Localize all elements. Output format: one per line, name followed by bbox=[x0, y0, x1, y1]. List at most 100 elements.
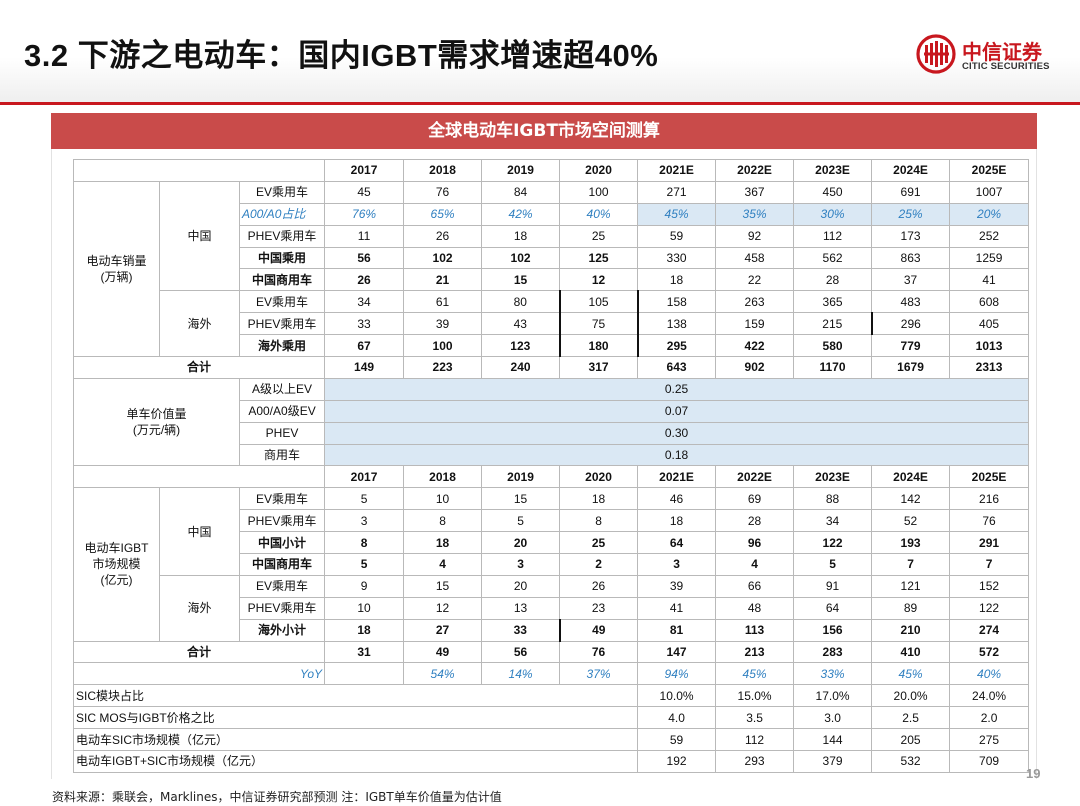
value-cell: 45% bbox=[637, 202, 717, 226]
value-cell: 562 bbox=[793, 246, 873, 270]
year-header-row: 2017 2018 2019 2020 2021E 2022E 2023E 2024E 2025… bbox=[72, 465, 1030, 489]
row-label: 电动车SIC市场规模（亿元） bbox=[72, 728, 639, 752]
row-label: A00/A0占比 bbox=[238, 202, 326, 226]
value-cell: 3 bbox=[637, 553, 717, 576]
value-cell: 1007 bbox=[949, 180, 1030, 204]
value-cell: 24.0% bbox=[949, 684, 1030, 708]
value-cell: 193 bbox=[871, 531, 951, 555]
value-cell: 142 bbox=[871, 487, 951, 511]
sic-row: 电动车IGBT+SIC市场规模（亿元） 192 293 379 532 709 bbox=[72, 750, 1030, 773]
unit-value-row: 商用车 0.18 bbox=[74, 443, 1030, 467]
value-cell: 422 bbox=[715, 334, 795, 358]
value-cell: 365 bbox=[793, 290, 873, 314]
value-cell: 121 bbox=[871, 574, 951, 598]
value-cell: 1259 bbox=[949, 246, 1030, 270]
value-cell: 31 bbox=[324, 640, 405, 664]
value-cell: 123 bbox=[481, 334, 561, 358]
value-cell: 43 bbox=[481, 312, 561, 336]
igbt-market-table: 2017 2018 2019 2020 2021E 2022E 2023E 2024E 2025… bbox=[72, 159, 1030, 773]
row-label: PHEV乘用车 bbox=[238, 312, 326, 336]
value-cell: 112 bbox=[715, 728, 795, 752]
value-cell: 779 bbox=[871, 334, 951, 358]
value-cell: 367 bbox=[715, 180, 795, 204]
value-cell: 17.0% bbox=[793, 684, 873, 708]
value-cell: 10.0% bbox=[637, 684, 717, 708]
value-cell: 105 bbox=[558, 290, 639, 314]
value-cell: 180 bbox=[558, 334, 639, 358]
value-cell: 45 bbox=[324, 180, 405, 204]
year-header: 2019 bbox=[481, 465, 561, 489]
value-cell: 5 bbox=[793, 553, 873, 576]
value-cell: 45% bbox=[871, 662, 951, 686]
unit-value-cell: 0.07 bbox=[324, 399, 1030, 423]
row-label: SIC MOS与IGBT价格之比 bbox=[72, 706, 639, 730]
value-cell: 45% bbox=[715, 662, 795, 686]
value-cell: 59 bbox=[637, 728, 717, 752]
row-label: EV乘用车 bbox=[238, 290, 326, 314]
value-cell: 295 bbox=[636, 334, 717, 358]
value-cell: 94% bbox=[637, 662, 717, 686]
table-row: 合计 31 49 56 76 147 213 283 410 572 bbox=[72, 640, 1030, 664]
year-header: 2022E bbox=[715, 159, 795, 182]
value-cell: 4.0 bbox=[637, 706, 717, 730]
value-cell: 15 bbox=[481, 268, 561, 292]
year-header-row: 2017 2018 2019 2020 2021E 2022E 2023E 2024E 2025… bbox=[72, 159, 1030, 182]
value-cell: 39 bbox=[403, 312, 483, 336]
value-cell: 156 bbox=[793, 618, 873, 642]
source-footnote: 资料来源：乘联会，Marklines，中信证券研究部预测 注：IGBT单车价值量… bbox=[52, 790, 502, 804]
value-cell: 100 bbox=[559, 180, 639, 204]
year-header: 2017 bbox=[324, 465, 405, 489]
group-label-sales: 电动车销量 (万辆) bbox=[73, 180, 160, 358]
row-label: PHEV乘用车 bbox=[238, 509, 326, 533]
value-cell: 572 bbox=[949, 640, 1030, 664]
value-cell: 1679 bbox=[871, 356, 951, 379]
value-cell: 34 bbox=[793, 509, 873, 533]
value-cell: 18 bbox=[481, 224, 561, 248]
value-cell: 102 bbox=[403, 246, 483, 270]
year-header: 2020 bbox=[559, 465, 639, 489]
year-header: 2023E bbox=[793, 159, 873, 182]
value-cell: 39 bbox=[637, 574, 717, 598]
value-cell: 88 bbox=[793, 487, 873, 511]
value-cell: 205 bbox=[871, 728, 951, 752]
value-cell: 33 bbox=[481, 618, 561, 642]
year-header: 2019 bbox=[481, 159, 561, 182]
value-cell: 18 bbox=[324, 618, 405, 642]
table-row: 中国小计 8 18 20 25 64 96 122 193 291 bbox=[74, 531, 1030, 555]
value-cell: 2 bbox=[559, 553, 639, 576]
value-cell: 23 bbox=[559, 596, 639, 620]
value-cell: 608 bbox=[949, 290, 1030, 314]
value-cell: 35% bbox=[715, 202, 795, 226]
value-cell: 5 bbox=[481, 509, 561, 533]
table-row: 电动车IGBT 市场规模 (亿元) 中国 EV乘用车 5 10 15 18 46 69 88 142 21… bbox=[73, 487, 1030, 642]
value-cell: 15 bbox=[481, 487, 561, 511]
value-cell: 330 bbox=[637, 246, 717, 270]
value-cell: 18 bbox=[637, 509, 717, 533]
value-cell: 41 bbox=[949, 268, 1030, 292]
year-header: 2025E bbox=[949, 465, 1030, 489]
year-header: 2018 bbox=[403, 159, 483, 182]
table-banner: 全球电动车IGBT市场空间测算 bbox=[51, 113, 1037, 149]
table-row: 海外乘用 67 100 123 180 295 422 580 779 1013 bbox=[74, 334, 1030, 358]
value-cell: 3.0 bbox=[793, 706, 873, 730]
unit-value-row: 单车价值量 (万元/辆) A级以上EV 0.25 bbox=[73, 377, 1030, 467]
value-cell: 532 bbox=[871, 750, 951, 773]
value-cell: 66 bbox=[715, 574, 795, 598]
row-label: EV乘用车 bbox=[238, 574, 326, 598]
value-cell: 69 bbox=[715, 487, 795, 511]
value-cell: 96 bbox=[715, 531, 795, 555]
value-cell: 643 bbox=[637, 356, 717, 379]
value-cell: 173 bbox=[871, 224, 951, 248]
year-header: 2017 bbox=[324, 159, 405, 182]
value-cell: 34 bbox=[324, 290, 405, 314]
unit-value-cell: 0.30 bbox=[324, 421, 1030, 445]
total-label: 合计 bbox=[72, 356, 326, 379]
value-cell: 89 bbox=[871, 596, 951, 620]
value-cell: 580 bbox=[793, 334, 873, 358]
value-cell: 405 bbox=[949, 312, 1030, 336]
value-cell: 11 bbox=[324, 224, 405, 248]
value-cell: 76 bbox=[403, 180, 483, 204]
table-row: 海外 EV乘用车 9 15 20 26 39 66 91 121 152 bbox=[74, 574, 1030, 642]
value-cell: 20 bbox=[481, 531, 561, 555]
value-cell: 902 bbox=[715, 356, 795, 379]
